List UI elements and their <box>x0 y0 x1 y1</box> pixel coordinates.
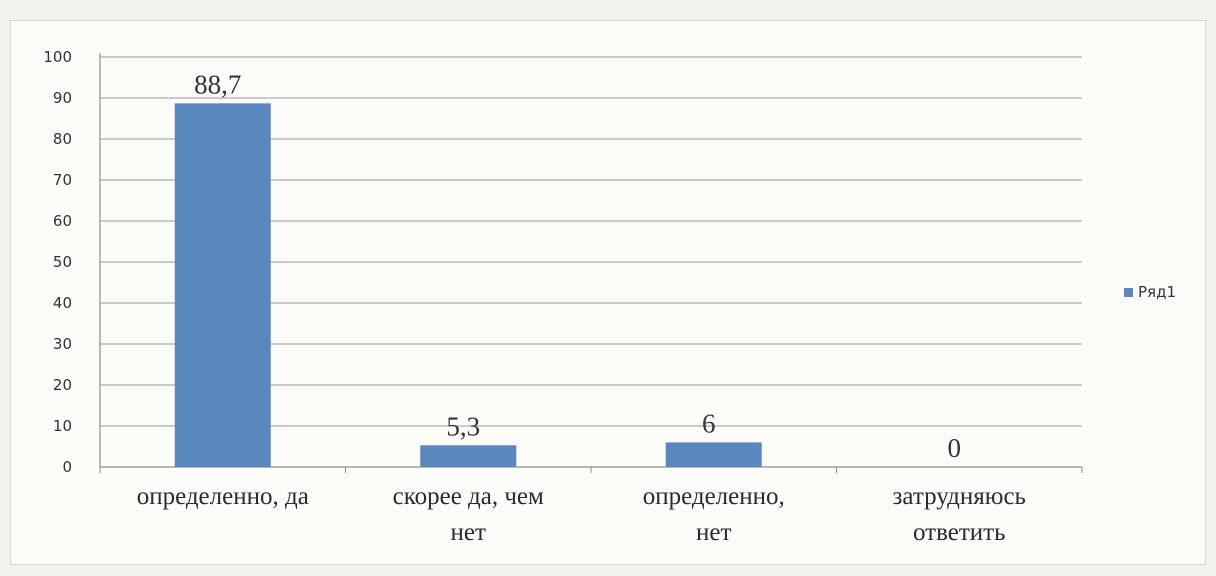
category-label-line: затрудняюсь <box>893 483 1026 510</box>
legend: Ряд1 <box>1124 283 1176 301</box>
bars <box>174 103 762 467</box>
y-tick-label: 40 <box>53 294 72 312</box>
category-label-line: определенно, <box>643 483 785 510</box>
data-labels: 88,7 5,3 6 0 <box>194 69 961 463</box>
category-label: определенно, нет <box>643 483 785 546</box>
y-tick-label: 0 <box>62 458 72 476</box>
category-label: затрудняюсь ответить <box>893 483 1026 546</box>
x-axis-categories: определенно, да скорее да, чем нетопределе… <box>137 483 1026 546</box>
category-label-line: скорее да, чем <box>393 483 544 510</box>
legend-swatch <box>1124 288 1133 297</box>
data-label: 5,3 <box>446 411 480 441</box>
category-label: определенно, да <box>137 483 309 510</box>
y-tick-label: 10 <box>53 417 72 435</box>
data-label: 6 <box>702 408 716 438</box>
y-tick-label: 80 <box>53 130 72 148</box>
data-label: 0 <box>948 433 962 463</box>
y-tick-label: 70 <box>53 171 72 189</box>
y-tick-label: 20 <box>53 376 72 394</box>
y-tick-label: 30 <box>53 335 72 353</box>
y-tick-label: 100 <box>43 48 72 66</box>
y-axis-ticks: 0 10 20 30 40 50 60 70 80 90 100 <box>43 48 72 476</box>
legend-label: Ряд1 <box>1138 283 1176 301</box>
y-tick-label: 90 <box>53 89 72 107</box>
category-label-line: нет <box>451 519 486 546</box>
category-label-line: нет <box>696 519 731 546</box>
category-label-line: определенно, да <box>137 483 309 510</box>
bar <box>665 442 762 467</box>
bar <box>174 103 271 467</box>
category-label-line: ответить <box>913 519 1005 546</box>
y-tick-label: 60 <box>53 212 72 230</box>
category-label: скорее да, чем нет <box>393 483 544 546</box>
data-label: 88,7 <box>194 69 241 99</box>
y-tick-label: 50 <box>53 253 72 271</box>
bar <box>420 445 517 467</box>
